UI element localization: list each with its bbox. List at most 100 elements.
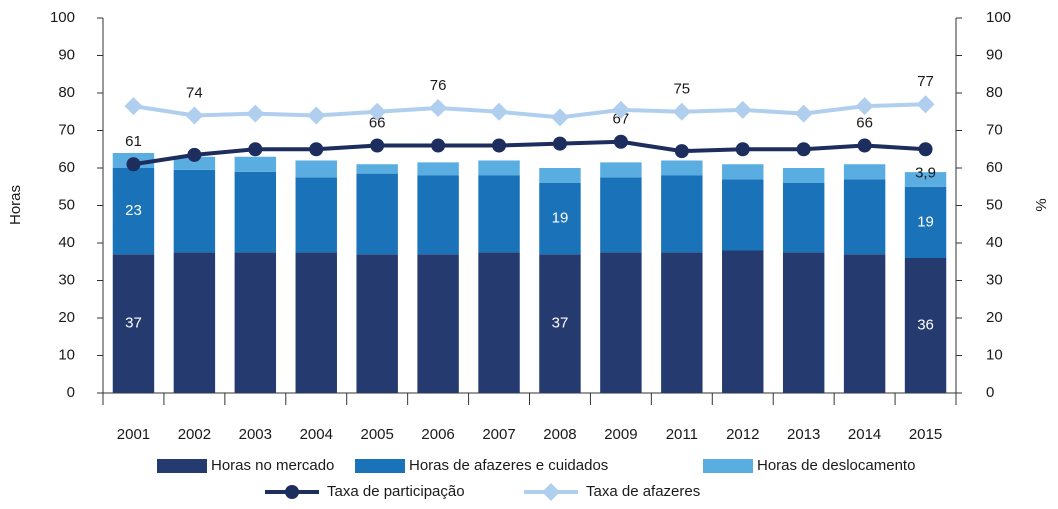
- y-axis-label: Horas: [7, 185, 24, 225]
- y2-tick-label: 90: [986, 46, 1003, 63]
- marker: [368, 102, 387, 121]
- bar-segment: [539, 168, 581, 183]
- marker: [857, 138, 872, 153]
- marker: [796, 142, 811, 157]
- bar-segment: [173, 169, 216, 253]
- bar-segment: [539, 254, 581, 393]
- legend-marker: [542, 483, 560, 501]
- marker: [246, 104, 265, 123]
- data-label: 67: [613, 111, 630, 128]
- marker: [672, 102, 691, 121]
- marker: [124, 97, 143, 116]
- x-tick-label: 2014: [848, 426, 881, 443]
- legend-swatch: [157, 459, 207, 473]
- legend-label: Taxa de afazeres: [586, 483, 700, 500]
- bar-segment: [295, 252, 337, 393]
- x-tick-label: 2012: [726, 426, 759, 443]
- marker: [552, 136, 567, 151]
- marker: [855, 97, 874, 116]
- data-label: 61: [125, 133, 142, 150]
- marker: [735, 142, 750, 157]
- bar-segment: [661, 175, 703, 253]
- x-tick-label: 2006: [421, 426, 454, 443]
- y2-tick-label: 0: [986, 384, 994, 401]
- marker: [794, 104, 813, 123]
- data-label: 19: [917, 213, 934, 230]
- bar-segment: [600, 177, 642, 253]
- marker: [185, 106, 204, 125]
- marker: [733, 100, 752, 119]
- bar-segment: [904, 172, 947, 187]
- x-tick-label: 2008: [543, 426, 576, 443]
- marker: [187, 147, 202, 162]
- y-tick-label: 0: [67, 384, 75, 401]
- y2-tick-label: 50: [986, 196, 1003, 213]
- bar-segment: [295, 177, 337, 253]
- bar-segment: [843, 254, 886, 393]
- bar-segment: [173, 156, 216, 170]
- legend-label: Taxa de participação: [327, 483, 465, 500]
- x-tick-label: 2015: [909, 426, 942, 443]
- bar-segment: [782, 252, 825, 393]
- bar-segment: [112, 168, 155, 255]
- bar-segment: [295, 160, 337, 178]
- x-tick-label: 2002: [178, 426, 211, 443]
- marker: [918, 142, 933, 157]
- legend-swatch: [703, 459, 753, 473]
- data-label: 75: [673, 81, 690, 98]
- bar-segment: [904, 186, 947, 258]
- legend-label: Horas de deslocamento: [757, 457, 915, 474]
- x-tick-label: 2003: [239, 426, 272, 443]
- y-tick-label: 50: [58, 196, 75, 213]
- y2-tick-label: 10: [986, 346, 1003, 363]
- data-label: 74: [186, 84, 203, 101]
- bar-segment: [661, 252, 703, 393]
- bar-segment: [843, 179, 886, 255]
- bar-segment: [843, 164, 886, 180]
- bar-segment: [478, 175, 520, 253]
- bar-segment: [722, 179, 764, 251]
- bar-segment: [356, 164, 398, 174]
- y-tick-label: 20: [58, 309, 75, 326]
- marker: [550, 108, 569, 127]
- y2-axis-label: %: [1033, 198, 1050, 211]
- marker: [613, 134, 628, 149]
- data-label: 76: [430, 77, 447, 94]
- bar-segment: [539, 183, 581, 255]
- data-label: 66: [369, 114, 386, 131]
- bar-segment: [782, 183, 825, 253]
- y2-tick-label: 30: [986, 271, 1003, 288]
- y2-tick-label: 100: [986, 9, 1011, 26]
- y2-tick-label: 40: [986, 234, 1003, 251]
- bar-segment: [417, 162, 459, 176]
- marker: [916, 95, 935, 114]
- legend-swatch: [355, 459, 405, 473]
- marker: [429, 99, 448, 117]
- marker: [370, 138, 385, 153]
- data-label: 3,9: [915, 164, 936, 181]
- bar-segment: [478, 252, 520, 393]
- marker: [248, 142, 263, 157]
- marker: [611, 100, 630, 119]
- data-label: 36: [917, 316, 934, 333]
- y2-tick-label: 20: [986, 309, 1003, 326]
- legend-label: Horas no mercado: [211, 457, 334, 474]
- data-label: 66: [856, 114, 873, 131]
- line: [133, 102, 926, 120]
- x-tick-label: 2004: [300, 426, 333, 443]
- bar-segment: [722, 250, 764, 393]
- legend-marker: [285, 485, 299, 499]
- marker: [674, 144, 689, 159]
- marker: [309, 142, 324, 157]
- x-tick-label: 2009: [604, 426, 637, 443]
- data-label: 37: [552, 315, 569, 332]
- data-label: 77: [917, 73, 934, 90]
- marker: [492, 138, 507, 153]
- x-tick-label: 2001: [117, 426, 150, 443]
- y2-tick-label: 70: [986, 121, 1003, 138]
- y-tick-label: 90: [58, 46, 75, 63]
- bar-segment: [478, 160, 520, 176]
- data-label: 37: [125, 315, 142, 332]
- marker: [126, 157, 141, 172]
